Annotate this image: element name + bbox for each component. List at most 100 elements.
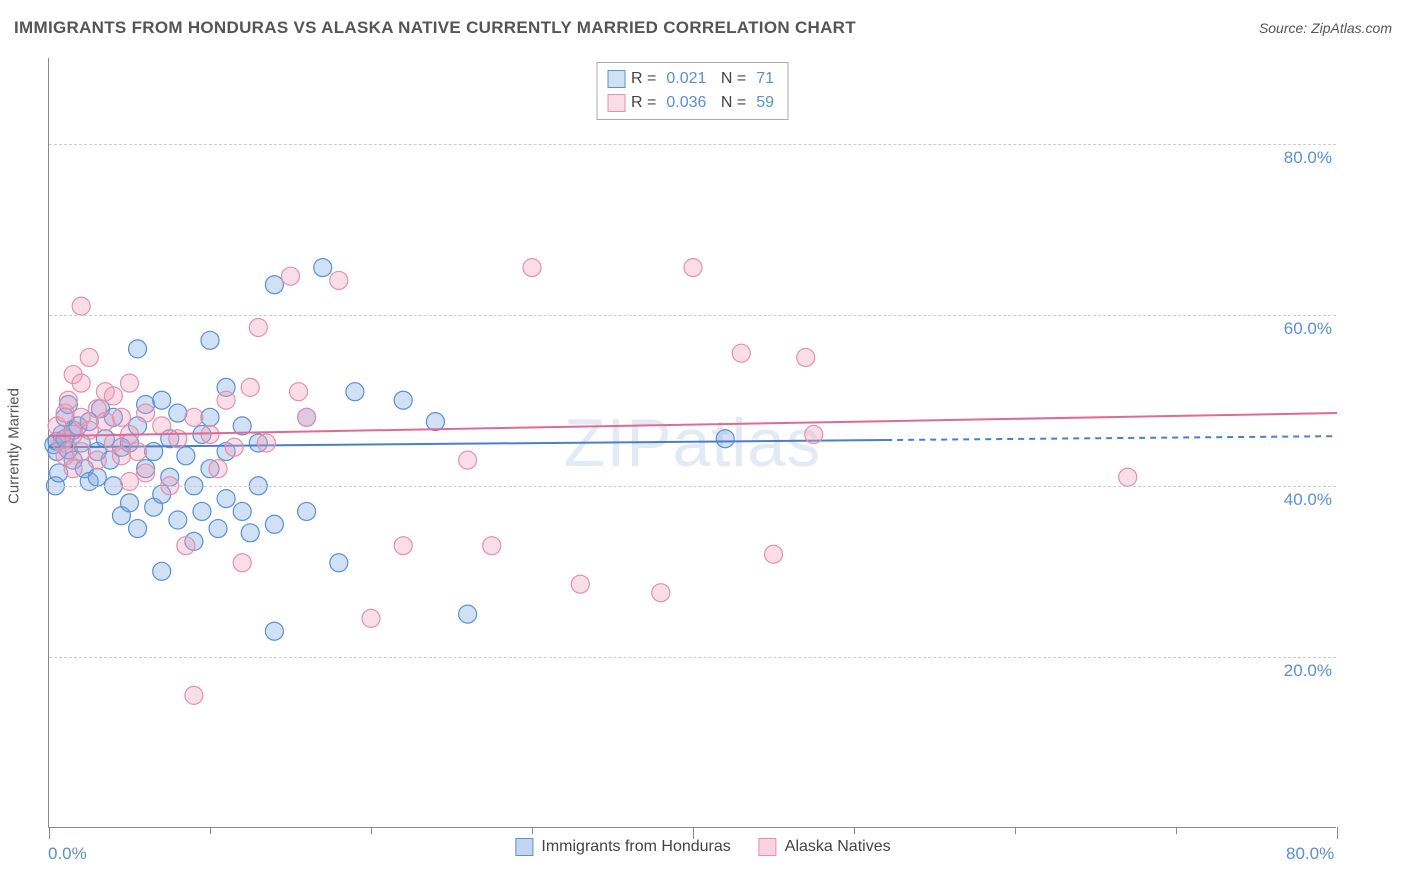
scatter-point xyxy=(145,443,163,461)
legend-r-value: 0.021 xyxy=(666,67,706,91)
legend-swatch xyxy=(759,838,777,856)
scatter-point xyxy=(64,460,82,478)
scatter-point xyxy=(72,443,90,461)
scatter-point xyxy=(64,425,82,443)
legend-n-label: N = xyxy=(716,67,746,91)
scatter-point xyxy=(765,545,783,563)
scatter-point xyxy=(330,554,348,572)
scatter-point xyxy=(137,404,155,422)
title-bar: IMMIGRANTS FROM HONDURAS VS ALASKA NATIV… xyxy=(14,18,1392,38)
scatter-point xyxy=(112,408,130,426)
scatter-chart xyxy=(49,58,1336,827)
y-tick-label: 20.0% xyxy=(1284,661,1332,681)
scatter-point xyxy=(112,447,130,465)
scatter-point xyxy=(177,447,195,465)
plot-area: ZIPatlas R =0.021 N =71R =0.036 N =59 20… xyxy=(48,58,1336,828)
trend-line-dashed xyxy=(886,436,1337,440)
scatter-point xyxy=(72,297,90,315)
legend-r-value: 0.036 xyxy=(666,91,706,115)
source-prefix: Source: xyxy=(1259,20,1311,36)
series-legend: Immigrants from Honduras Alaska Natives xyxy=(515,838,890,856)
legend-swatch xyxy=(607,70,625,88)
scatter-point xyxy=(185,408,203,426)
scatter-point xyxy=(241,378,259,396)
scatter-point xyxy=(290,383,308,401)
scatter-point xyxy=(217,391,235,409)
legend-r-label: R = xyxy=(631,91,656,115)
legend-row: R = 0.036 N = 59 xyxy=(607,91,778,115)
scatter-point xyxy=(129,340,147,358)
scatter-point xyxy=(330,271,348,289)
scatter-point xyxy=(201,331,219,349)
scatter-point xyxy=(201,408,219,426)
scatter-point xyxy=(233,554,251,572)
y-tick-label: 60.0% xyxy=(1284,319,1332,339)
scatter-point xyxy=(72,374,90,392)
x-tick-label: 80.0% xyxy=(1286,844,1334,864)
scatter-point xyxy=(265,515,283,533)
scatter-point xyxy=(314,259,332,277)
x-tick xyxy=(210,827,211,834)
source-attribution: Source: ZipAtlas.com xyxy=(1259,20,1392,36)
scatter-point xyxy=(153,391,171,409)
gridline-h xyxy=(49,657,1336,658)
scatter-point xyxy=(88,451,106,469)
x-tick-label: 0.0% xyxy=(48,844,87,864)
scatter-point xyxy=(265,276,283,294)
scatter-point xyxy=(217,490,235,508)
scatter-point xyxy=(257,434,275,452)
scatter-point xyxy=(96,413,114,431)
scatter-point xyxy=(233,502,251,520)
scatter-point xyxy=(1119,468,1137,486)
legend-n-value: 59 xyxy=(756,91,774,115)
scatter-point xyxy=(153,417,171,435)
scatter-point xyxy=(88,468,106,486)
legend-item: Alaska Natives xyxy=(759,838,891,856)
source-name: ZipAtlas.com xyxy=(1311,20,1392,36)
legend-row: R =0.021 N =71 xyxy=(607,67,778,91)
scatter-point xyxy=(394,391,412,409)
gridline-h xyxy=(49,144,1336,145)
scatter-point xyxy=(346,383,364,401)
scatter-point xyxy=(225,438,243,456)
x-tick xyxy=(371,827,372,834)
gridline-h xyxy=(49,486,1336,487)
scatter-point xyxy=(652,584,670,602)
scatter-point xyxy=(209,520,227,538)
legend-label: Alaska Natives xyxy=(785,838,891,856)
scatter-point xyxy=(394,537,412,555)
scatter-point xyxy=(805,425,823,443)
scatter-point xyxy=(298,408,316,426)
legend-n-value: 71 xyxy=(756,67,774,91)
scatter-point xyxy=(249,319,267,337)
y-tick-label: 40.0% xyxy=(1284,490,1332,510)
y-axis-label: Currently Married xyxy=(6,388,23,504)
scatter-point xyxy=(201,425,219,443)
y-tick-label: 80.0% xyxy=(1284,148,1332,168)
scatter-point xyxy=(797,348,815,366)
scatter-point xyxy=(80,348,98,366)
scatter-point xyxy=(483,537,501,555)
scatter-point xyxy=(459,605,477,623)
scatter-point xyxy=(104,387,122,405)
scatter-point xyxy=(282,267,300,285)
chart-title: IMMIGRANTS FROM HONDURAS VS ALASKA NATIV… xyxy=(14,18,856,38)
scatter-point xyxy=(684,259,702,277)
scatter-point xyxy=(241,524,259,542)
legend-n-label: N = xyxy=(716,91,746,115)
scatter-point xyxy=(459,451,477,469)
scatter-point xyxy=(169,404,187,422)
scatter-point xyxy=(121,473,139,491)
x-tick xyxy=(1176,827,1177,834)
scatter-point xyxy=(59,391,77,409)
scatter-point xyxy=(571,575,589,593)
legend-label: Immigrants from Honduras xyxy=(541,838,730,856)
x-tick xyxy=(49,827,50,839)
scatter-point xyxy=(209,460,227,478)
scatter-point xyxy=(129,520,147,538)
scatter-point xyxy=(169,511,187,529)
scatter-point xyxy=(732,344,750,362)
scatter-point xyxy=(265,622,283,640)
scatter-point xyxy=(523,259,541,277)
scatter-point xyxy=(137,464,155,482)
